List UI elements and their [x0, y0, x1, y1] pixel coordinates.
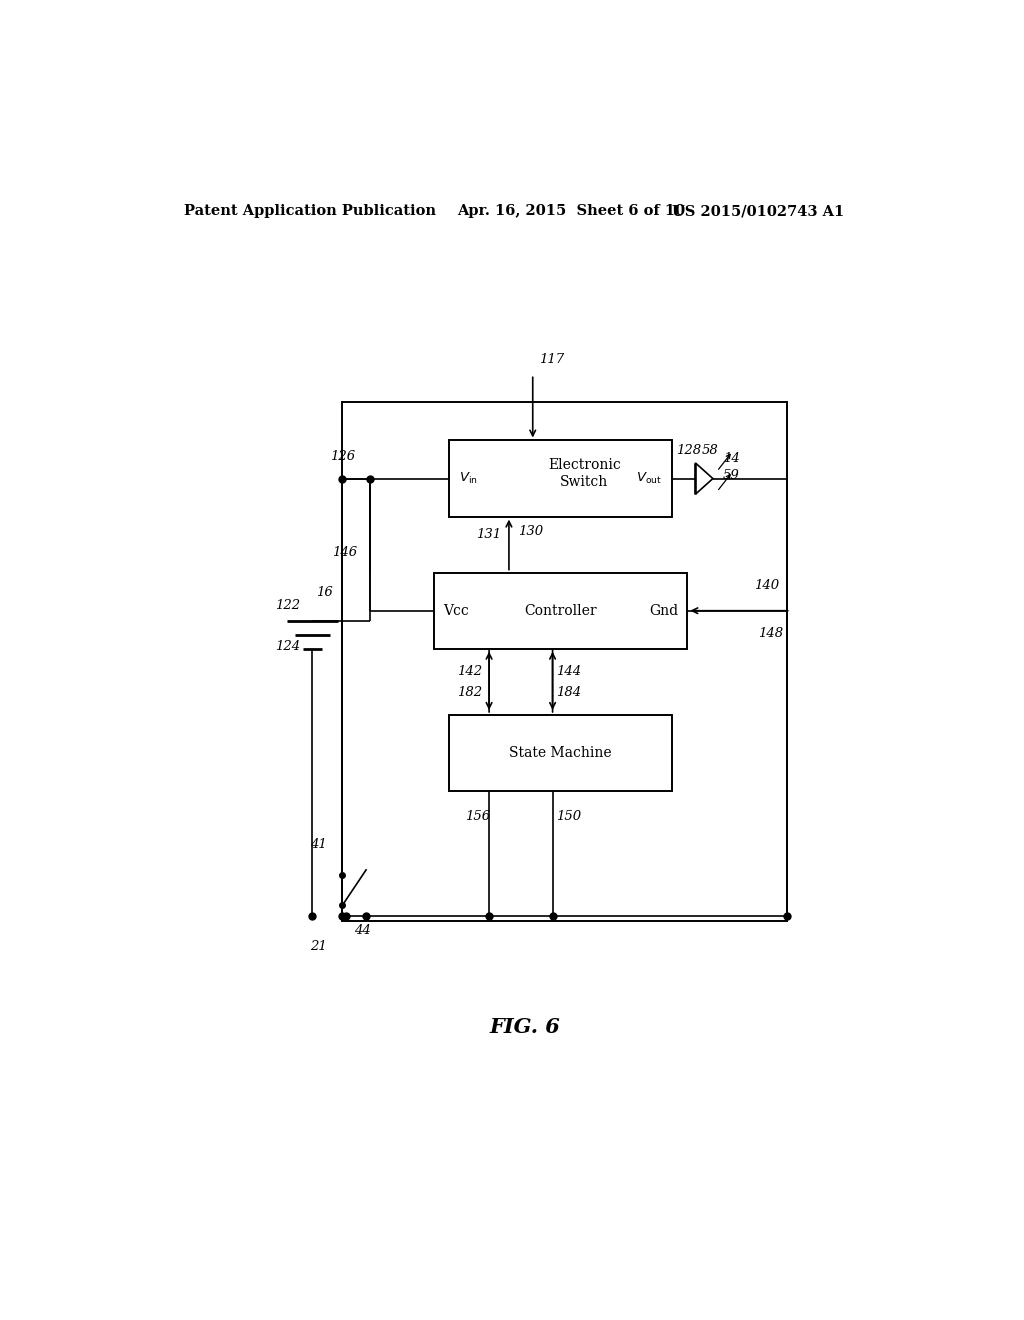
- Text: Patent Application Publication: Patent Application Publication: [183, 205, 435, 218]
- Text: 59: 59: [723, 469, 740, 482]
- Text: Gnd: Gnd: [649, 603, 678, 618]
- Text: 14: 14: [723, 451, 740, 465]
- Text: 128: 128: [676, 444, 700, 457]
- Text: Electronic
Switch: Electronic Switch: [548, 458, 621, 490]
- Text: 140: 140: [754, 578, 778, 591]
- Text: $V_{\rm in}$: $V_{\rm in}$: [459, 471, 478, 486]
- Bar: [433, 573, 687, 649]
- Text: State Machine: State Machine: [509, 746, 611, 760]
- Text: 142: 142: [458, 665, 482, 677]
- Text: 144: 144: [557, 665, 582, 677]
- Text: 150: 150: [557, 810, 582, 822]
- Bar: [450, 715, 672, 791]
- Text: Controller: Controller: [524, 603, 597, 618]
- Bar: [450, 441, 672, 516]
- Text: 130: 130: [518, 525, 544, 539]
- Text: US 2015/0102743 A1: US 2015/0102743 A1: [672, 205, 844, 218]
- Text: 21: 21: [310, 940, 328, 953]
- Text: 122: 122: [274, 599, 300, 612]
- Text: 117: 117: [539, 352, 564, 366]
- Text: $V_{\rm out}$: $V_{\rm out}$: [636, 471, 663, 486]
- Text: 41: 41: [310, 838, 328, 851]
- Text: FIG. 6: FIG. 6: [489, 1018, 560, 1038]
- Text: Vcc: Vcc: [443, 603, 469, 618]
- Text: 184: 184: [557, 686, 582, 700]
- Text: 126: 126: [331, 450, 355, 463]
- Text: 146: 146: [332, 545, 357, 558]
- Text: 16: 16: [316, 586, 333, 599]
- Text: 131: 131: [475, 528, 501, 541]
- Text: 182: 182: [458, 686, 482, 700]
- Text: 124: 124: [274, 640, 300, 653]
- Text: Apr. 16, 2015  Sheet 6 of 10: Apr. 16, 2015 Sheet 6 of 10: [458, 205, 685, 218]
- Text: 148: 148: [758, 627, 782, 640]
- Text: 156: 156: [465, 810, 490, 822]
- Text: 58: 58: [701, 444, 719, 457]
- Text: 44: 44: [354, 924, 371, 937]
- Bar: [342, 403, 786, 921]
